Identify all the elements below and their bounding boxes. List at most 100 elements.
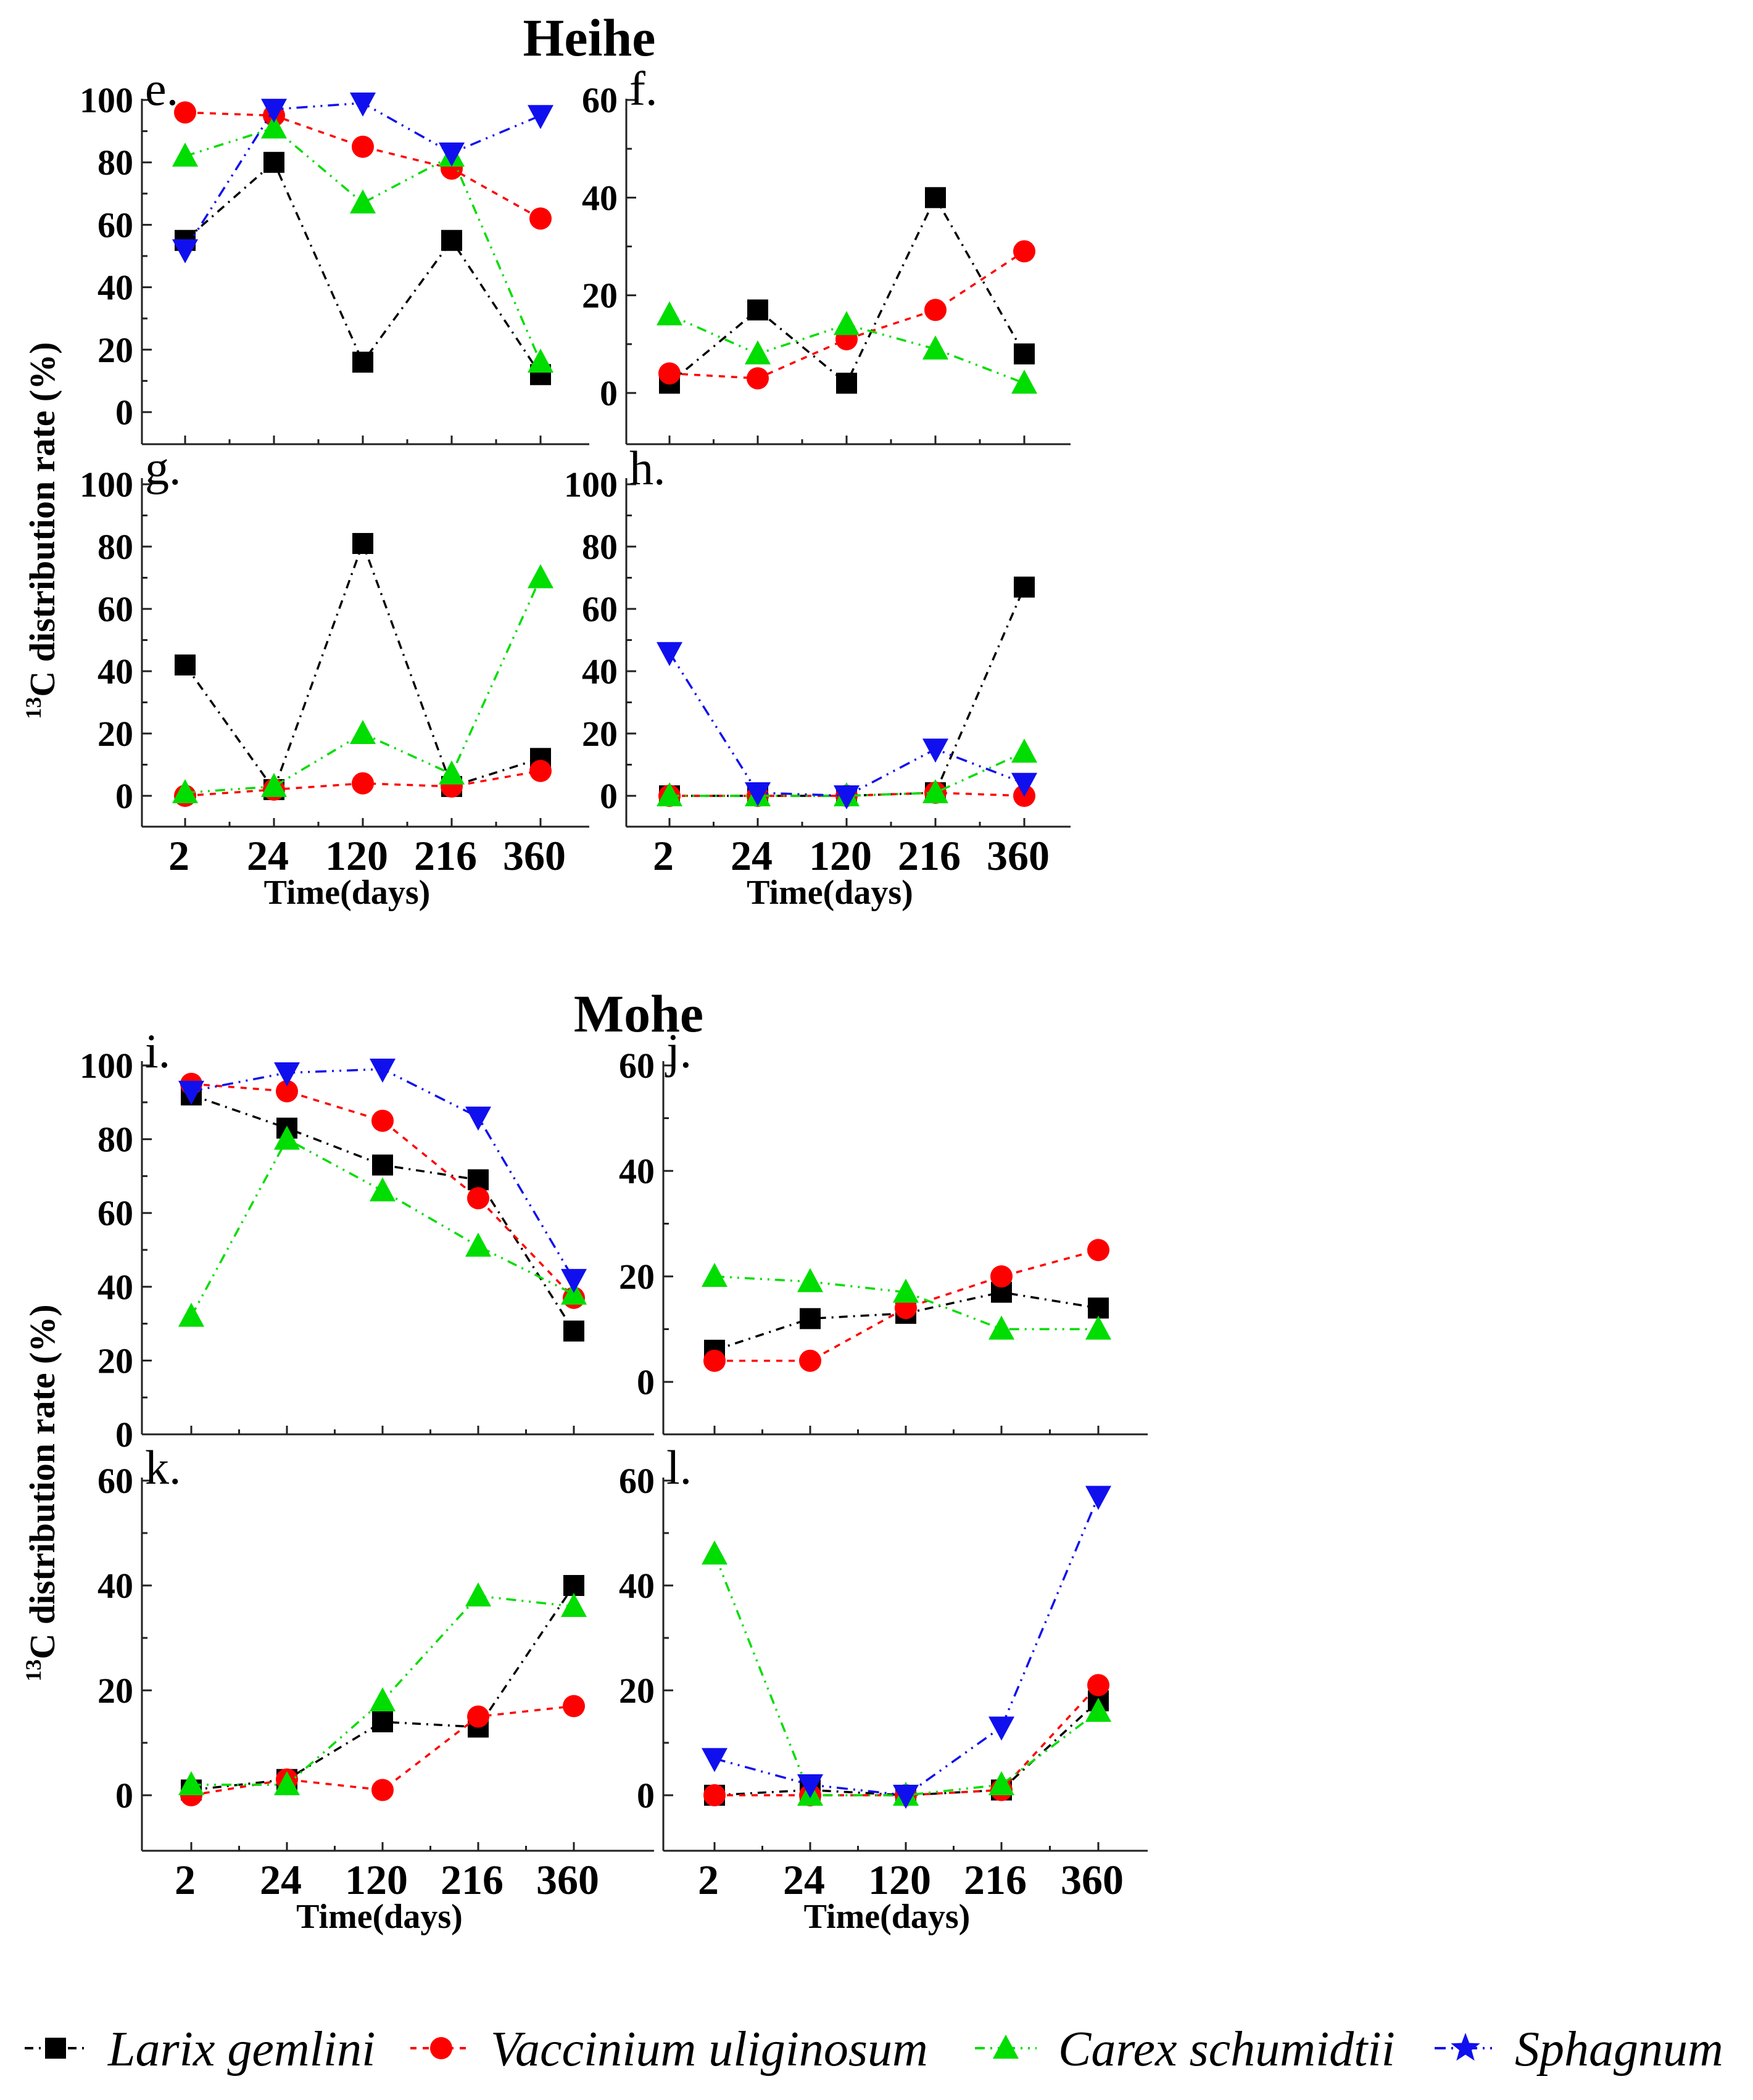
point-sphagnum	[922, 738, 948, 763]
point-carex	[528, 564, 553, 589]
point-carex	[1085, 1315, 1111, 1340]
point-sphagnum	[988, 1716, 1014, 1741]
legend-marker-larix	[45, 2038, 66, 2059]
point-larix	[441, 229, 462, 251]
point-vaccinium	[1087, 1239, 1109, 1262]
point-larix	[263, 152, 284, 173]
y-tick-label: 0	[115, 392, 133, 432]
point-carex	[350, 720, 376, 744]
x-tick-label: 24	[783, 1856, 825, 1903]
point-carex	[172, 143, 198, 167]
point-vaccinium	[529, 759, 552, 782]
y-axis-label-text: C distribution rate (%)	[22, 1304, 62, 1659]
y-tick-label: 80	[97, 143, 133, 183]
point-sphagnum	[274, 1062, 300, 1086]
y-tick-label: 60	[619, 1461, 655, 1501]
point-carex	[172, 779, 198, 803]
point-carex	[797, 1268, 823, 1292]
y-tick-label: 60	[97, 1461, 133, 1501]
point-larix	[836, 373, 857, 394]
y-tick-label: 0	[637, 1362, 655, 1402]
point-sphagnum	[1085, 1486, 1111, 1510]
series-line-carex	[191, 1595, 574, 1786]
x-tick-label: 2	[175, 1856, 196, 1903]
legend-item-larix: Larix gemlini	[25, 2022, 375, 2077]
point-larix	[563, 1320, 584, 1342]
x-tick-label: 216	[964, 1856, 1027, 1903]
legend-label: Vaccinium uliginosum	[491, 2022, 928, 2077]
point-carex	[702, 1263, 727, 1287]
y-tick-label: 60	[582, 80, 618, 120]
y-tick-label: 20	[582, 276, 618, 316]
x-tick-label: 360	[987, 832, 1050, 879]
y-tick-label: 100	[564, 465, 618, 505]
point-sphagnum	[172, 239, 198, 263]
point-carex	[350, 189, 376, 213]
point-vaccinium	[924, 299, 947, 321]
y-tick-label: 40	[97, 1267, 133, 1307]
y-tick-label: 0	[600, 373, 618, 413]
panel-label: h.	[629, 441, 666, 495]
y-tick-label: 20	[97, 1341, 133, 1381]
x-axis-title: Time(days)	[264, 874, 431, 912]
x-tick-label: 120	[868, 1856, 931, 1903]
panel-label: g.	[145, 441, 181, 495]
point-larix	[468, 1169, 489, 1191]
y-tick-label: 40	[97, 1566, 133, 1606]
heihe-title: Heihe	[523, 8, 656, 67]
y-tick-label: 0	[115, 1415, 133, 1455]
point-carex	[178, 1302, 204, 1327]
point-vaccinium	[747, 367, 769, 390]
y-tick-label: 20	[619, 1671, 655, 1711]
series-line-larix	[191, 1585, 575, 1792]
point-vaccinium	[703, 1784, 726, 1806]
x-tick-label: 360	[536, 1856, 599, 1903]
x-axis-title: Time(days)	[296, 1898, 463, 1936]
y-tick-label: 80	[97, 527, 133, 567]
point-larix	[1088, 1297, 1109, 1319]
y-tick-label: 20	[97, 714, 133, 754]
point-carex	[1011, 738, 1037, 763]
legend-label: Larix gemlini	[107, 2022, 375, 2077]
legend-item-sphagnum: Sphagnum	[1435, 2022, 1723, 2077]
point-larix	[372, 1154, 393, 1176]
point-larix	[800, 1308, 821, 1329]
x-axis-title: Time(days)	[747, 874, 913, 912]
y-tick-label: 40	[619, 1566, 655, 1606]
point-carex	[274, 1771, 300, 1795]
panel-g: 0 20 40 60 80 100 2 24 120 216 360 Time(days) g.	[80, 441, 589, 912]
panel-f: 0 20 40 60 f.	[582, 62, 1071, 445]
point-vaccinium	[1087, 1674, 1109, 1697]
x-tick-label: 216	[898, 832, 961, 879]
point-carex	[561, 1593, 587, 1617]
point-sphagnum	[893, 1785, 919, 1809]
point-vaccinium	[799, 1349, 821, 1372]
y-tick-label: 40	[619, 1151, 655, 1191]
y-tick-label: 20	[582, 714, 618, 754]
y-tick-label: 40	[97, 268, 133, 308]
legend-marker-sphagnum	[1451, 2033, 1480, 2061]
legend-item-vaccinium: Vaccinium uliginosum	[410, 2022, 928, 2077]
x-tick-label: 2	[653, 832, 674, 879]
series-line-sphagnum	[668, 651, 1025, 797]
y-tick-label: 60	[582, 589, 618, 629]
point-carex	[988, 1315, 1014, 1340]
point-carex	[1011, 370, 1037, 394]
panel-label: f.	[629, 62, 657, 115]
point-sphagnum	[561, 1268, 587, 1293]
panel-j: 0 20 40 60 j.	[619, 1024, 1148, 1436]
point-larix	[925, 187, 946, 209]
point-carex	[702, 1540, 727, 1565]
series-line-carex	[184, 577, 542, 794]
series-line-vaccinium	[191, 1083, 575, 1299]
y-axis-label-mohe: 13C distribution rate (%)	[21, 1304, 62, 1681]
legend-label: Sphagnum	[1515, 2022, 1723, 2077]
y-tick-label: 80	[582, 527, 618, 567]
panel-label: l.	[666, 1441, 692, 1494]
point-vaccinium	[371, 1109, 394, 1132]
series-line-sphagnum	[184, 102, 541, 250]
x-tick-label: 120	[345, 1856, 408, 1903]
point-larix	[1014, 576, 1035, 598]
series-line-vaccinium	[184, 111, 541, 220]
